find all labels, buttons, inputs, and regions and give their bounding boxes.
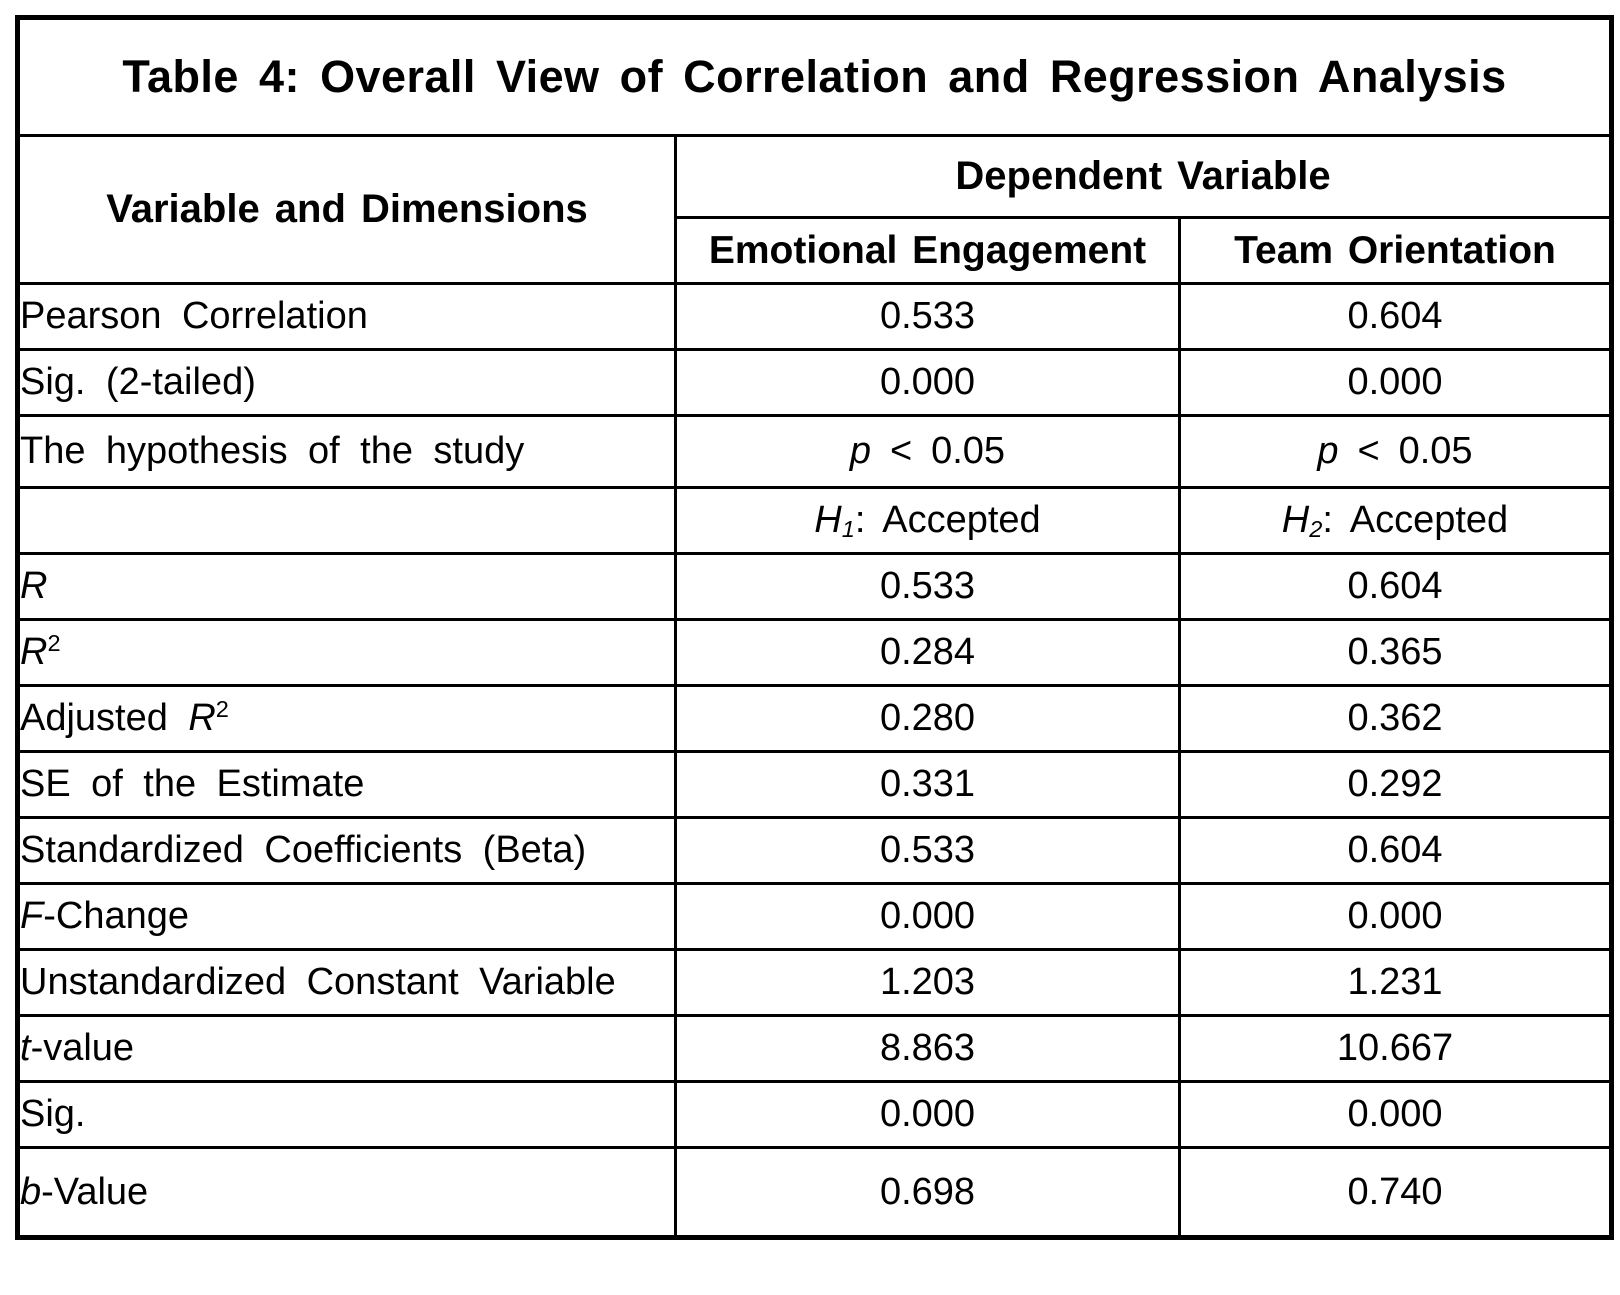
table-row: R2 0.284 0.365: [16, 618, 1613, 687]
value-emotional: 0.284: [674, 618, 1181, 687]
row-label: Sig. (2-tailed): [16, 348, 677, 417]
value-emotional: p < 0.05: [674, 414, 1181, 489]
value-emotional: 0.331: [674, 750, 1181, 819]
value-emotional: 0.533: [674, 816, 1181, 885]
value-team: 10.667: [1178, 1014, 1613, 1083]
table-row: Sig. 0.000 0.000: [16, 1080, 1613, 1149]
value-team: 0.604: [1178, 816, 1613, 885]
row-label: t-value: [16, 1014, 677, 1083]
row-label: Adjusted R2: [16, 684, 677, 753]
table-row: R 0.533 0.604: [16, 552, 1613, 621]
value-emotional: 0.533: [674, 552, 1181, 621]
value-team: 0.000: [1178, 348, 1613, 417]
header-variable-dimensions: Variable and Dimensions: [16, 134, 677, 285]
value-emotional: 0.698: [674, 1146, 1181, 1239]
value-team: 0.604: [1178, 552, 1613, 621]
row-label: [16, 486, 677, 555]
table-row: H1: Accepted H2: Accepted: [16, 486, 1613, 555]
value-emotional: 0.280: [674, 684, 1181, 753]
value-team: 0.362: [1178, 684, 1613, 753]
value-team: p < 0.05: [1178, 414, 1613, 489]
row-label: b-Value: [16, 1146, 677, 1239]
value-emotional: 0.000: [674, 1080, 1181, 1149]
value-team: 0.000: [1178, 882, 1613, 951]
value-team: 0.292: [1178, 750, 1613, 819]
table-row: Sig. (2-tailed) 0.000 0.000: [16, 348, 1613, 417]
header-row-group: Variable and Dimensions Dependent Variab…: [16, 134, 1613, 285]
value-emotional: H1: Accepted: [674, 486, 1181, 555]
correlation-regression-table: Table 4: Overall View of Correlation and…: [15, 15, 1614, 1240]
row-label: Sig.: [16, 1080, 677, 1149]
value-team: 1.231: [1178, 948, 1613, 1017]
value-team: 0.604: [1178, 282, 1613, 351]
value-emotional: 1.203: [674, 948, 1181, 1017]
row-label: F-Change: [16, 882, 677, 951]
table-row: SE of the Estimate 0.331 0.292: [16, 750, 1613, 819]
value-emotional: 8.863: [674, 1014, 1181, 1083]
table-row: Pearson Correlation 0.533 0.604: [16, 282, 1613, 351]
header-row-columns: Emotional Engagement Team Orientation: [18, 216, 1613, 285]
row-label: The hypothesis of the study: [16, 414, 677, 489]
row-label: Pearson Correlation: [16, 282, 677, 351]
row-label: Standardized Coefficients (Beta): [16, 816, 677, 885]
table-header: Table 4: Overall View of Correlation and…: [16, 16, 1613, 285]
title-row: Table 4: Overall View of Correlation and…: [16, 16, 1613, 137]
header-emotional-engagement: Emotional Engagement: [674, 216, 1181, 285]
value-emotional: 0.000: [674, 882, 1181, 951]
table-title: Table 4: Overall View of Correlation and…: [16, 16, 1613, 137]
table-row: Standardized Coefficients (Beta) 0.533 0.6…: [16, 816, 1613, 885]
table-row: Adjusted R2 0.280 0.362: [16, 684, 1613, 753]
value-emotional: 0.000: [674, 348, 1181, 417]
table-row: F-Change 0.000 0.000: [16, 882, 1613, 951]
row-label: R: [16, 552, 677, 621]
row-label: R2: [16, 618, 677, 687]
value-team: H2: Accepted: [1178, 486, 1613, 555]
row-label: Unstandardized Constant Variable: [16, 948, 677, 1017]
table-row: Unstandardized Constant Variable 1.203 1.2…: [16, 948, 1613, 1017]
table-row: The hypothesis of the study p < 0.05 p < 0…: [16, 414, 1613, 489]
value-team: 0.000: [1178, 1080, 1613, 1149]
value-emotional: 0.533: [674, 282, 1181, 351]
value-team: 0.365: [1178, 618, 1613, 687]
table-row: t-value 8.863 10.667: [16, 1014, 1613, 1083]
header-dependent-variable: Dependent Variable: [674, 134, 1613, 219]
table-body: Pearson Correlation 0.533 0.604 Sig. (2-tai…: [16, 282, 1613, 1239]
table-row: b-Value 0.698 0.740: [16, 1146, 1613, 1239]
value-team: 0.740: [1178, 1146, 1613, 1239]
row-label: SE of the Estimate: [16, 750, 677, 819]
header-team-orientation: Team Orientation: [1178, 216, 1613, 285]
